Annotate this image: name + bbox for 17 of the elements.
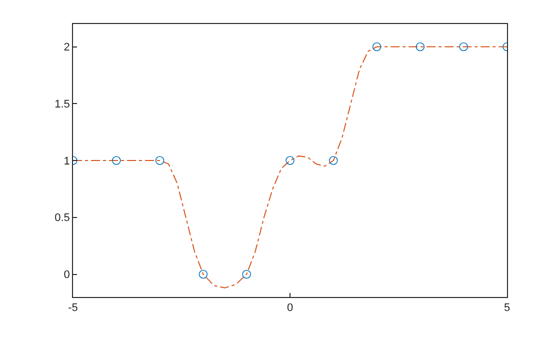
y-tick-label: 1.5 xyxy=(54,98,70,110)
y-tick-label: 0 xyxy=(64,269,70,282)
y-tick-label: 0.5 xyxy=(54,212,70,224)
x-tick-label: -5 xyxy=(68,302,78,314)
point xyxy=(242,270,251,279)
point xyxy=(329,156,338,165)
point xyxy=(286,156,294,165)
x-tick-label: 5 xyxy=(504,302,510,314)
y-tick-label: 2 xyxy=(64,42,70,54)
point xyxy=(416,42,425,52)
point xyxy=(155,156,164,165)
point xyxy=(372,42,382,52)
y-tick-label: 1 xyxy=(64,155,70,168)
point xyxy=(112,156,121,165)
point xyxy=(198,270,208,279)
x-tick-label: 0 xyxy=(286,302,294,314)
point xyxy=(459,42,468,52)
